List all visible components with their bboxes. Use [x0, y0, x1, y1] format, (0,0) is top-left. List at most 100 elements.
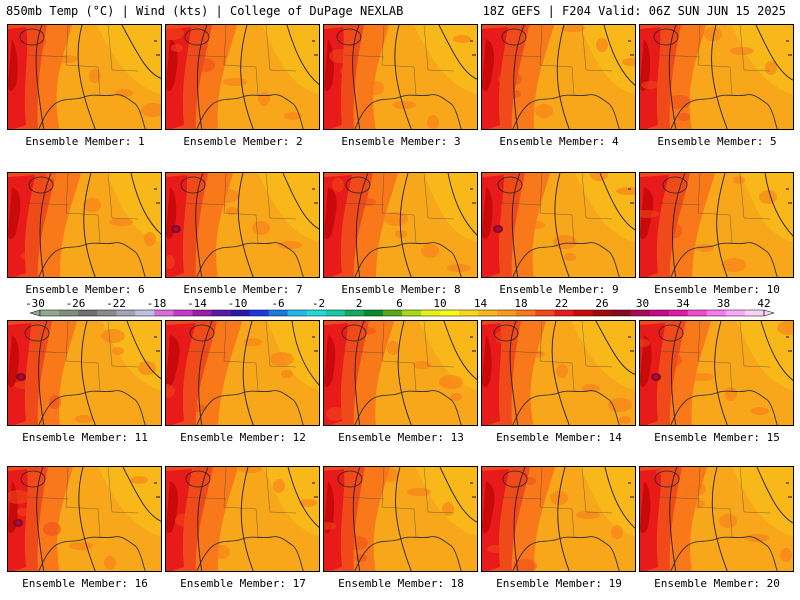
ensemble-member-label: Ensemble Member: 17 — [180, 577, 306, 590]
colorbar-tick-label: 10 — [433, 297, 446, 310]
colorbar-segment — [478, 310, 498, 316]
ensemble-member-map — [7, 466, 162, 572]
ensemble-member-map — [323, 320, 478, 426]
colorbar-tick-label: 6 — [396, 297, 403, 310]
model-run-info: 18Z GEFS | F204 Valid: 06Z SUN JUN 15 20… — [482, 4, 786, 18]
colorbar-tick-label: -2 — [312, 297, 325, 310]
ensemble-member-label: Ensemble Member: 13 — [338, 431, 464, 444]
ensemble-member-map — [323, 466, 478, 572]
colorbar-segment — [592, 310, 612, 316]
ensemble-member-map — [165, 172, 320, 278]
ensemble-member-map — [165, 466, 320, 572]
colorbar-segment — [97, 310, 117, 316]
ensemble-member-label: Ensemble Member: 16 — [22, 577, 148, 590]
ensemble-member-label: Ensemble Member: 14 — [496, 431, 622, 444]
colorbar-segment — [59, 310, 79, 316]
ensemble-member-map — [165, 320, 320, 426]
colorbar-segment — [687, 310, 708, 316]
ensemble-member-label: Ensemble Member: 11 — [22, 431, 148, 444]
colorbar-tick-label: 26 — [595, 297, 608, 310]
ensemble-member-map — [323, 172, 478, 278]
colorbar-tick-label: 18 — [514, 297, 527, 310]
colorbar-segment — [516, 310, 536, 316]
colorbar-tick-label: -10 — [228, 297, 248, 310]
ensemble-member-label: Ensemble Member: 5 — [657, 135, 777, 148]
colorbar-segment — [744, 310, 765, 316]
colorbar-segment — [211, 310, 231, 316]
colorbar-segment — [402, 310, 422, 316]
colorbar-segment — [192, 310, 212, 316]
ensemble-member-map — [7, 172, 162, 278]
colorbar-segment — [306, 310, 327, 316]
ensemble-member-label: Ensemble Member: 2 — [183, 135, 303, 148]
ensemble-member-map — [481, 466, 636, 572]
colorbar-tick-label: -6 — [271, 297, 284, 310]
ensemble-member-map — [7, 320, 162, 426]
colorbar-segment — [325, 310, 346, 316]
ensemble-member-label: Ensemble Member: 8 — [341, 283, 461, 296]
colorbar-segment — [725, 310, 746, 316]
colorbar-tick-label: 34 — [676, 297, 690, 310]
ensemble-member-label: Ensemble Member: 3 — [341, 135, 461, 148]
colorbar-segment — [573, 310, 593, 316]
colorbar-segment — [268, 310, 288, 316]
colorbar-tick-label: 30 — [636, 297, 649, 310]
ensemble-member-map — [7, 24, 162, 130]
colorbar-segment — [287, 310, 308, 316]
colorbar-segment — [249, 310, 269, 316]
colorbar-segment — [706, 310, 727, 316]
ensemble-member-label: Ensemble Member: 15 — [654, 431, 780, 444]
colorbar-tick-label: 14 — [474, 297, 488, 310]
colorbar-segment — [630, 310, 650, 316]
colorbar-tick-label: -22 — [106, 297, 126, 310]
ensemble-member-label: Ensemble Member: 9 — [499, 283, 619, 296]
colorbar-segment — [611, 310, 631, 316]
colorbar-tick-label: -26 — [66, 297, 86, 310]
ensemble-member-label: Ensemble Member: 4 — [499, 135, 619, 148]
colorbar-tick-label: 2 — [356, 297, 363, 310]
ensemble-member-map — [639, 466, 794, 572]
ensemble-member-label: Ensemble Member: 1 — [25, 135, 145, 148]
colorbar-segment — [40, 310, 60, 316]
colorbar-tick-label: 22 — [555, 297, 568, 310]
colorbar-segment — [382, 310, 403, 316]
ensemble-member-map — [481, 172, 636, 278]
colorbar-segment — [154, 310, 174, 316]
ensemble-member-label: Ensemble Member: 12 — [180, 431, 306, 444]
colorbar-segment — [344, 310, 365, 316]
ensemble-member-map — [639, 172, 794, 278]
colorbar-segment — [135, 310, 155, 316]
colorbar-tick-label: -18 — [147, 297, 167, 310]
ensemble-member-label: Ensemble Member: 6 — [25, 283, 145, 296]
ensemble-member-label: Ensemble Member: 7 — [183, 283, 303, 296]
colorbar-segment — [116, 310, 136, 316]
ensemble-member-label: Ensemble Member: 10 — [654, 283, 780, 296]
colorbar-tick-label: -30 — [25, 297, 45, 310]
colorbar-segment — [421, 310, 441, 316]
colorbar-segment — [173, 310, 193, 316]
ensemble-member-label: Ensemble Member: 19 — [496, 577, 622, 590]
ensemble-member-label: Ensemble Member: 18 — [338, 577, 464, 590]
temperature-colorbar: -30 -26 -22 -18 -14 -10 -6 -2 2 6 10 14 18 22 26 30 34 38… — [25, 297, 775, 317]
ensemble-member-label: Ensemble Member: 20 — [654, 577, 780, 590]
colorbar-segment — [459, 310, 479, 316]
ensemble-member-map — [639, 24, 794, 130]
ensemble-member-map — [481, 320, 636, 426]
ensemble-member-map — [323, 24, 478, 130]
colorbar-segment — [230, 310, 250, 316]
colorbar-tick-label: 38 — [717, 297, 730, 310]
colorbar-segment — [440, 310, 460, 316]
colorbar-tick-label: -14 — [187, 297, 207, 310]
map-title: 850mb Temp (°C) | Wind (kts) | College o… — [6, 4, 404, 18]
colorbar-segment — [363, 310, 384, 316]
colorbar-segment — [668, 310, 689, 316]
colorbar-segment — [554, 310, 574, 316]
colorbar-segment — [535, 310, 555, 316]
colorbar-segment — [649, 310, 670, 316]
ensemble-member-map — [639, 320, 794, 426]
colorbar-tick-label: 42 — [757, 297, 770, 310]
colorbar-segment — [78, 310, 98, 316]
ensemble-member-map — [165, 24, 320, 130]
ensemble-member-map — [481, 24, 636, 130]
colorbar-segment — [497, 310, 517, 316]
